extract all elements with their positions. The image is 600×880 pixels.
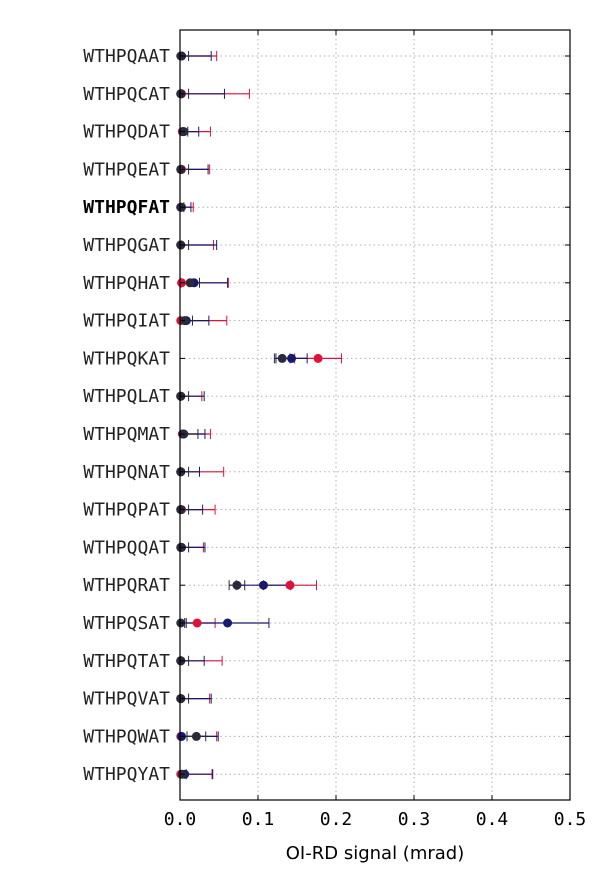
category-label: WTHPQNAT — [83, 462, 170, 483]
category-label: WTHPQGAT — [83, 235, 170, 256]
category-label: WTHPQRAT — [83, 575, 170, 596]
y-axis: WTHPQAAT WTHPQCAT WTHPQDAT WTHPQEAT WTHPQFAT… — [83, 46, 570, 785]
data-point — [191, 731, 201, 741]
data-points — [176, 51, 323, 779]
category-label: WTHPQTAT — [83, 651, 170, 672]
data-point — [277, 353, 287, 363]
x-tick-label: 0.1 — [242, 809, 275, 830]
x-tick-label: 0.5 — [554, 809, 587, 830]
x-tick-label: 0.2 — [320, 809, 353, 830]
data-point — [285, 580, 295, 590]
category-label: WTHPQPAT — [83, 500, 170, 521]
category-label: WTHPQSAT — [83, 613, 170, 634]
category-label: WTHPQIAT — [83, 311, 170, 332]
category-label: WTHPQAAT — [83, 46, 170, 67]
data-point — [232, 580, 242, 590]
x-axis: 0.0 0.1 0.2 0.3 0.4 0.5 — [164, 30, 587, 830]
category-label: WTHPQMAT — [83, 424, 170, 445]
data-point — [313, 353, 323, 363]
category-label: WTHPQFAT — [83, 197, 170, 218]
category-label: WTHPQYAT — [83, 764, 170, 785]
data-point — [223, 618, 233, 628]
grid — [180, 30, 570, 800]
x-tick-label: 0.0 — [164, 809, 197, 830]
category-label: WTHPQVAT — [83, 689, 170, 710]
data-point — [258, 580, 268, 590]
x-tick-label: 0.4 — [476, 809, 509, 830]
error-bars — [180, 51, 342, 780]
category-label: WTHPQQAT — [83, 537, 170, 558]
x-tick-label: 0.3 — [398, 809, 431, 830]
category-label: WTHPQWAT — [83, 726, 170, 747]
category-label: WTHPQLAT — [83, 386, 170, 407]
data-point — [192, 618, 202, 628]
category-label: WTHPQCAT — [83, 84, 170, 105]
x-axis-title: OI-RD signal (mrad) — [286, 843, 464, 864]
category-label: WTHPQDAT — [83, 122, 170, 143]
category-label: WTHPQHAT — [83, 273, 170, 294]
category-label: WTHPQEAT — [83, 159, 170, 180]
data-point — [287, 353, 297, 363]
category-label: WTHPQKAT — [83, 348, 170, 369]
data-point — [185, 278, 195, 288]
plot-frame — [179, 29, 571, 801]
